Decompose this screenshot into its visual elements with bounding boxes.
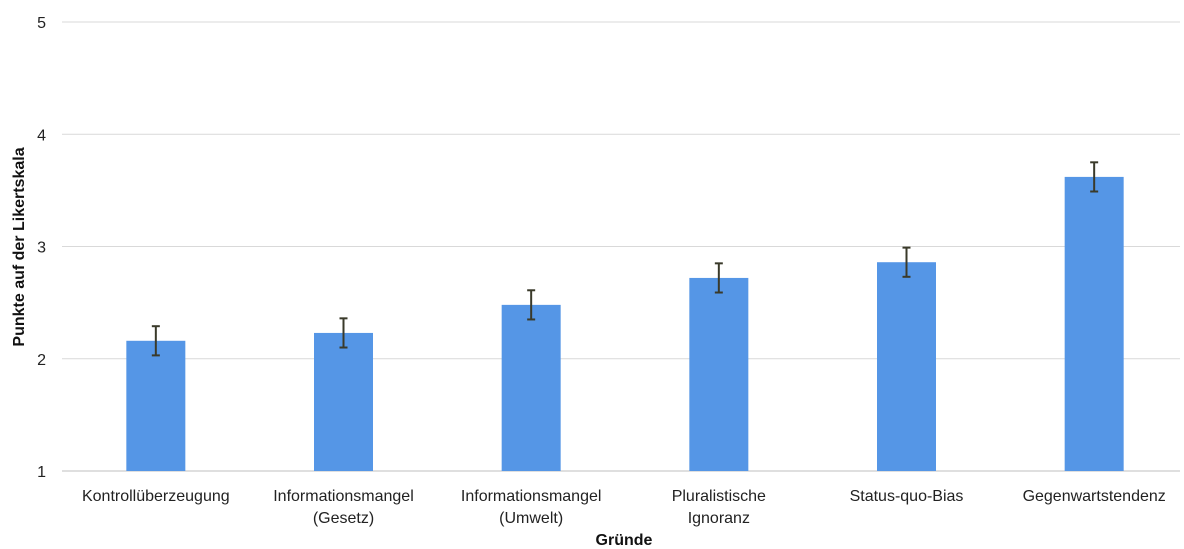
y-tick-label: 4: [37, 127, 46, 144]
x-tick-label: Pluralistische Ignoranz: [672, 488, 766, 527]
x-tick-label: Status-quo-Bias: [850, 488, 964, 505]
x-tick-label: Kontrollüberzeugung: [82, 488, 230, 505]
x-tick-label: Informationsmangel (Umwelt): [461, 488, 602, 527]
y-axis-ticks: 1 2 3 4 5: [37, 15, 46, 481]
gridlines: [62, 21, 1180, 472]
y-tick-label: 2: [37, 352, 46, 369]
x-axis-category-labels: Kontrollüberzeugung Informationsmangel (Ge…: [82, 488, 1166, 527]
error-bars: [151, 161, 1099, 357]
x-tick-label: Informationsmangel (Gesetz): [273, 488, 414, 527]
y-tick-label: 1: [37, 464, 46, 481]
bar: [1064, 176, 1124, 471]
error-bar: [339, 317, 348, 349]
error-bar: [1090, 161, 1099, 193]
bars: [126, 176, 1124, 471]
error-bar: [527, 289, 536, 321]
bar: [126, 340, 186, 471]
bar: [314, 332, 373, 471]
y-axis-title: Punkte auf der Likertskala: [11, 147, 28, 346]
y-tick-label: 5: [37, 15, 46, 32]
error-bar: [714, 262, 723, 294]
bar: [689, 277, 749, 471]
bar: [501, 304, 561, 471]
y-tick-label: 3: [37, 240, 46, 257]
error-bar: [151, 325, 160, 357]
bar: [877, 262, 936, 471]
x-tick-label: Gegenwartstendenz: [1023, 488, 1166, 505]
error-bar: [902, 246, 911, 278]
x-axis-title: Gründe: [596, 532, 653, 549]
